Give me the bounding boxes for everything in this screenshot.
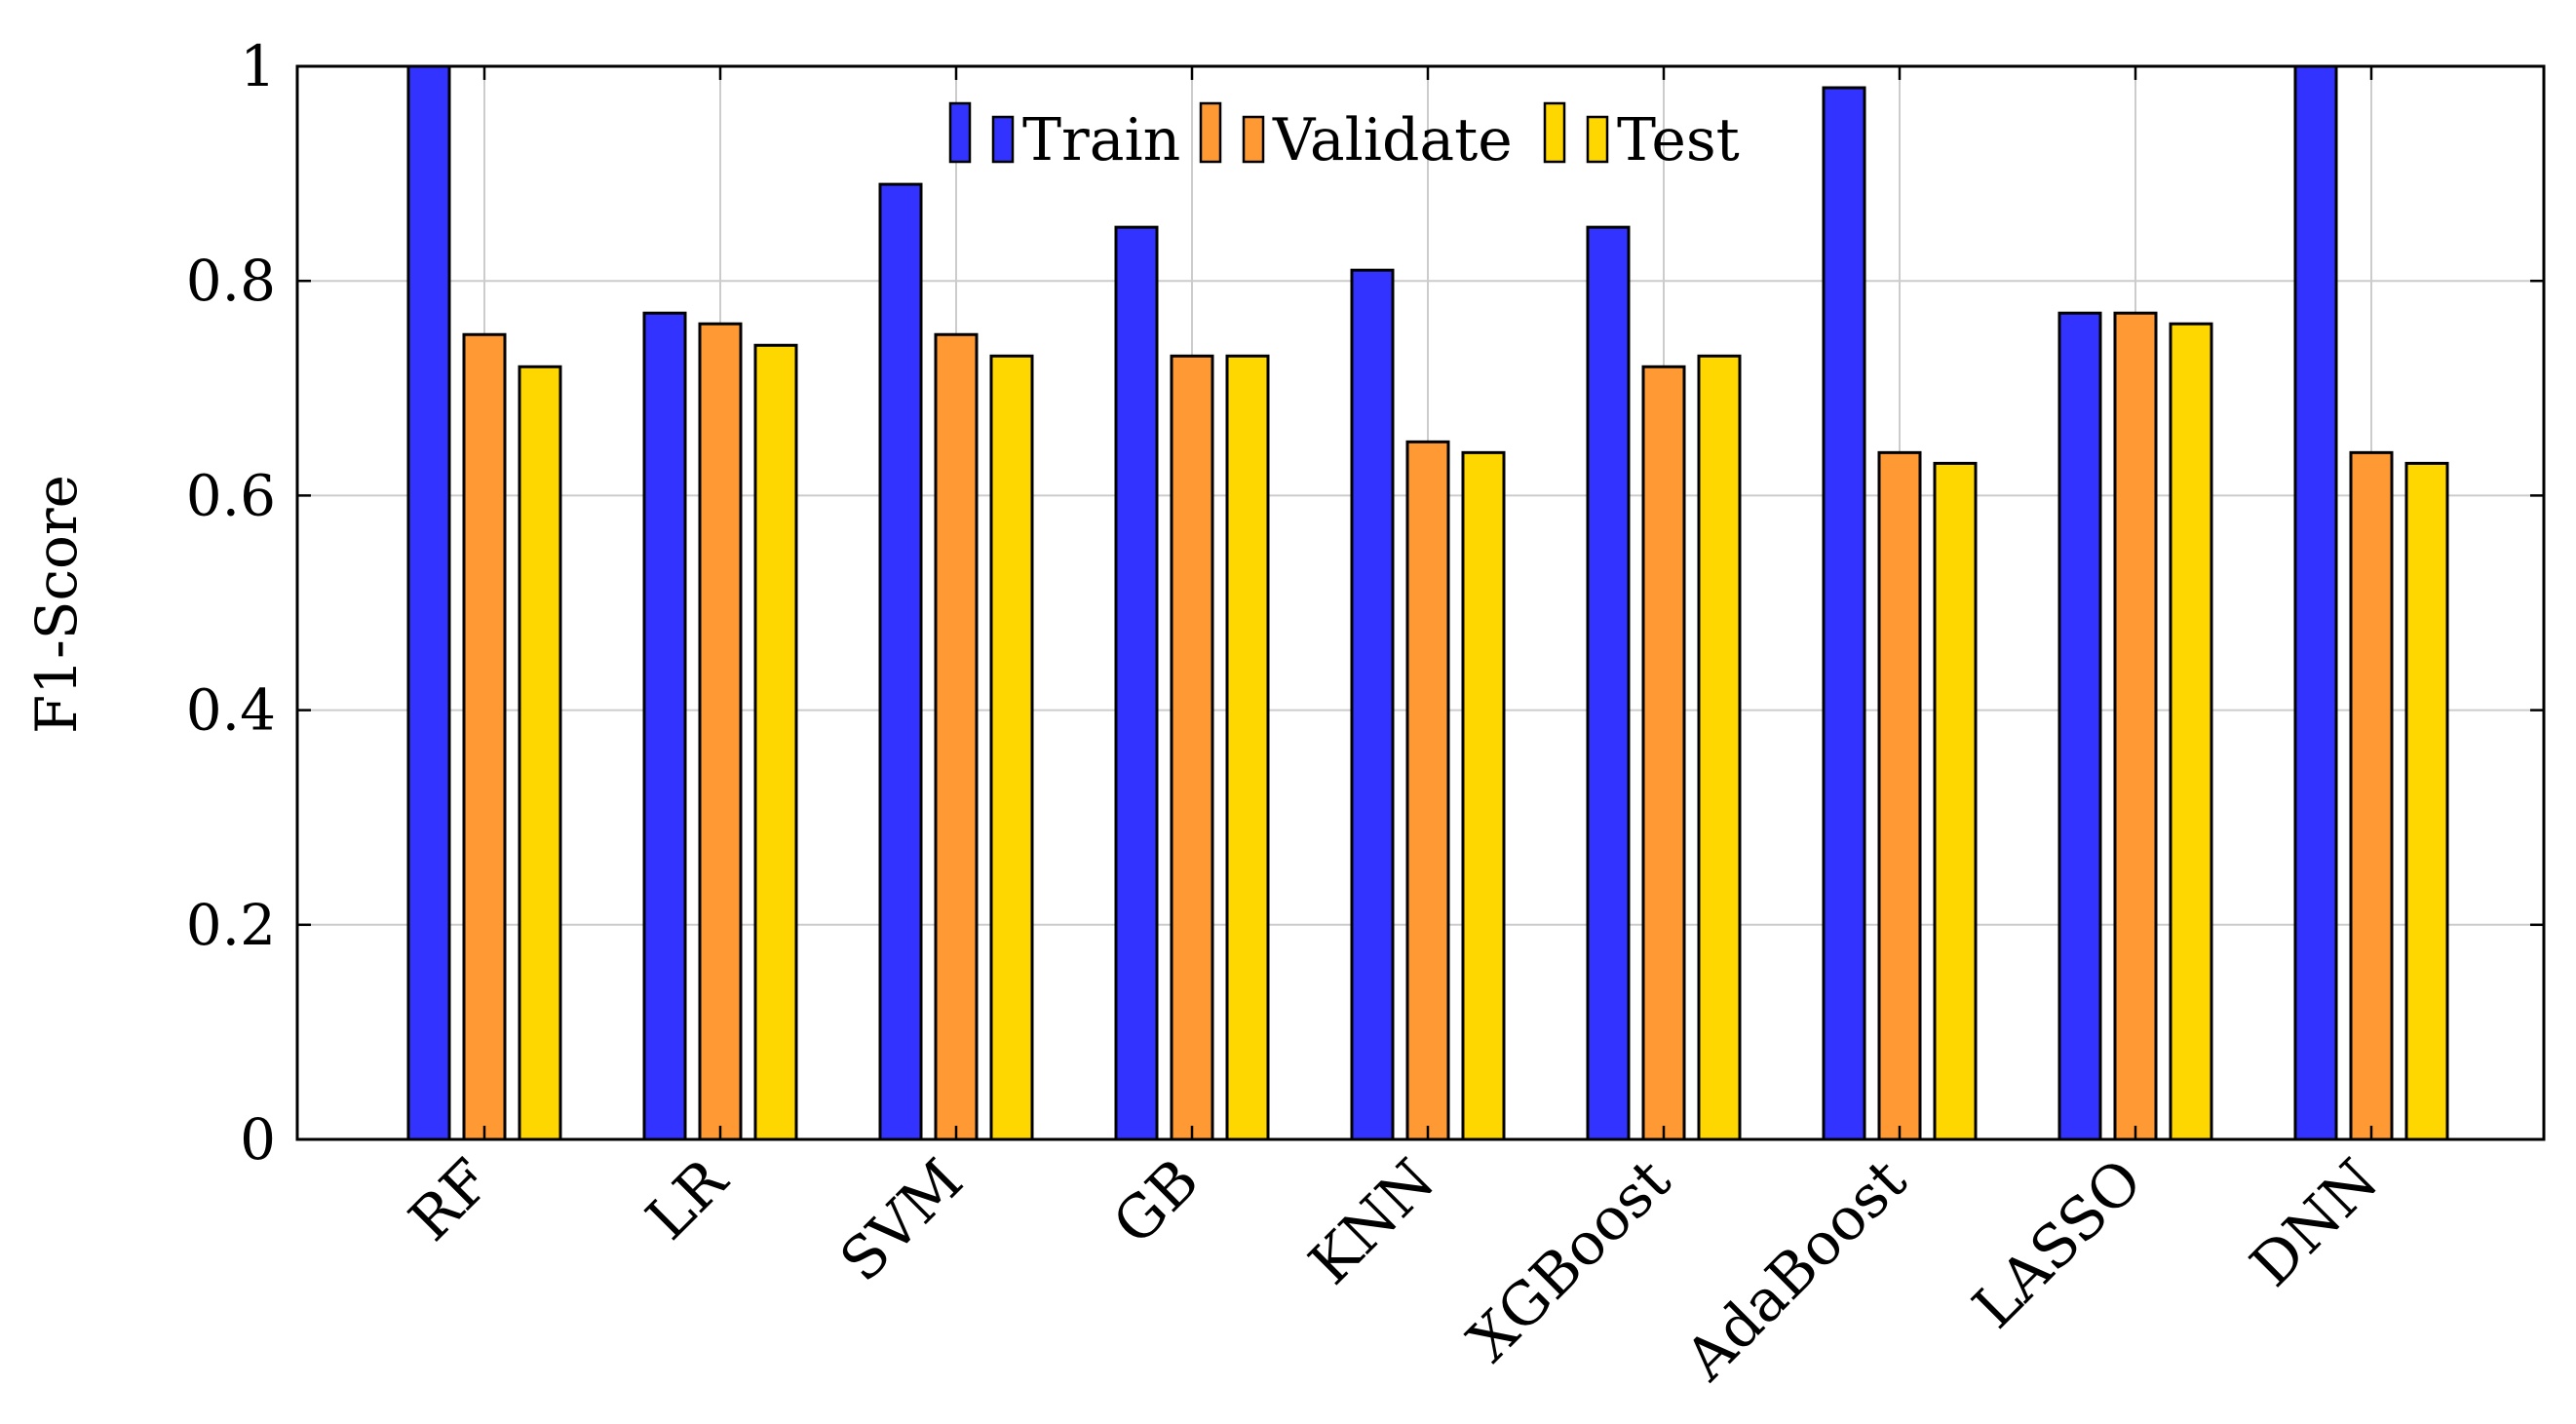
x-category-label: GB [1100,1146,1212,1258]
bar-train [1114,225,1159,1141]
legend: Train Validate Test [948,101,1740,174]
legend-swatch-test [1543,101,1566,164]
x-category-label: AdaBoost [1672,1146,1919,1394]
bar-layer [406,64,2449,1141]
bar-train [2293,64,2338,1141]
y-tick-label: 0.2 [186,892,276,958]
legend-swatch-train [948,101,972,164]
bar-test [989,354,1034,1141]
bar-validate [462,332,507,1141]
legend-label-test: Test [1617,106,1740,174]
x-category-label: LASSO [1960,1146,2155,1341]
bar-train [1822,86,1866,1141]
bar-train [1586,225,1631,1141]
y-tick-label: 0.8 [186,248,276,314]
bar-test [1697,354,1742,1141]
bar-test [1933,461,1978,1141]
bar-test [1225,354,1270,1141]
bar-test [753,343,798,1141]
legend-label-validate: Validate [1272,106,1513,174]
legend-swatch-test-short [1586,115,1609,164]
bar-validate [1641,365,1686,1141]
bar-validate [1170,354,1214,1141]
bar-validate [698,322,743,1141]
bar-train [642,311,687,1141]
y-tick-label: 0.6 [186,462,276,528]
bar-train [878,182,923,1141]
bar-test [518,365,562,1141]
x-category-label: RF [397,1146,505,1254]
bar-test [2169,322,2213,1141]
bar-test [2404,461,2449,1141]
y-axis-title: F1-Score [23,475,90,734]
legend-swatch-train-short [991,115,1015,164]
x-category-label: DNN [2238,1146,2392,1300]
bar-validate [1405,440,1450,1141]
plot-frame [295,64,2546,1141]
bar-validate [934,332,979,1141]
y-tick-label: 1 [240,33,276,99]
y-tick-label: 0.4 [186,677,276,744]
bar-train [406,64,451,1141]
bar-test [1461,450,1506,1141]
bar-train [2057,311,2102,1141]
x-category-label: LR [634,1145,742,1253]
y-tick-label: 0 [240,1106,276,1173]
bar-validate [2349,450,2394,1141]
legend-label-train: Train [1022,106,1180,174]
x-category-label: SVM [827,1146,977,1295]
bar-train [1350,268,1395,1141]
x-category-label: KNN [1296,1146,1447,1297]
bar-validate [2113,311,2158,1141]
legend-swatch-validate [1199,101,1222,164]
x-category-label: XGBoost [1455,1146,1684,1375]
legend-swatch-validate-short [1242,115,1265,164]
bar-validate [1877,450,1922,1141]
